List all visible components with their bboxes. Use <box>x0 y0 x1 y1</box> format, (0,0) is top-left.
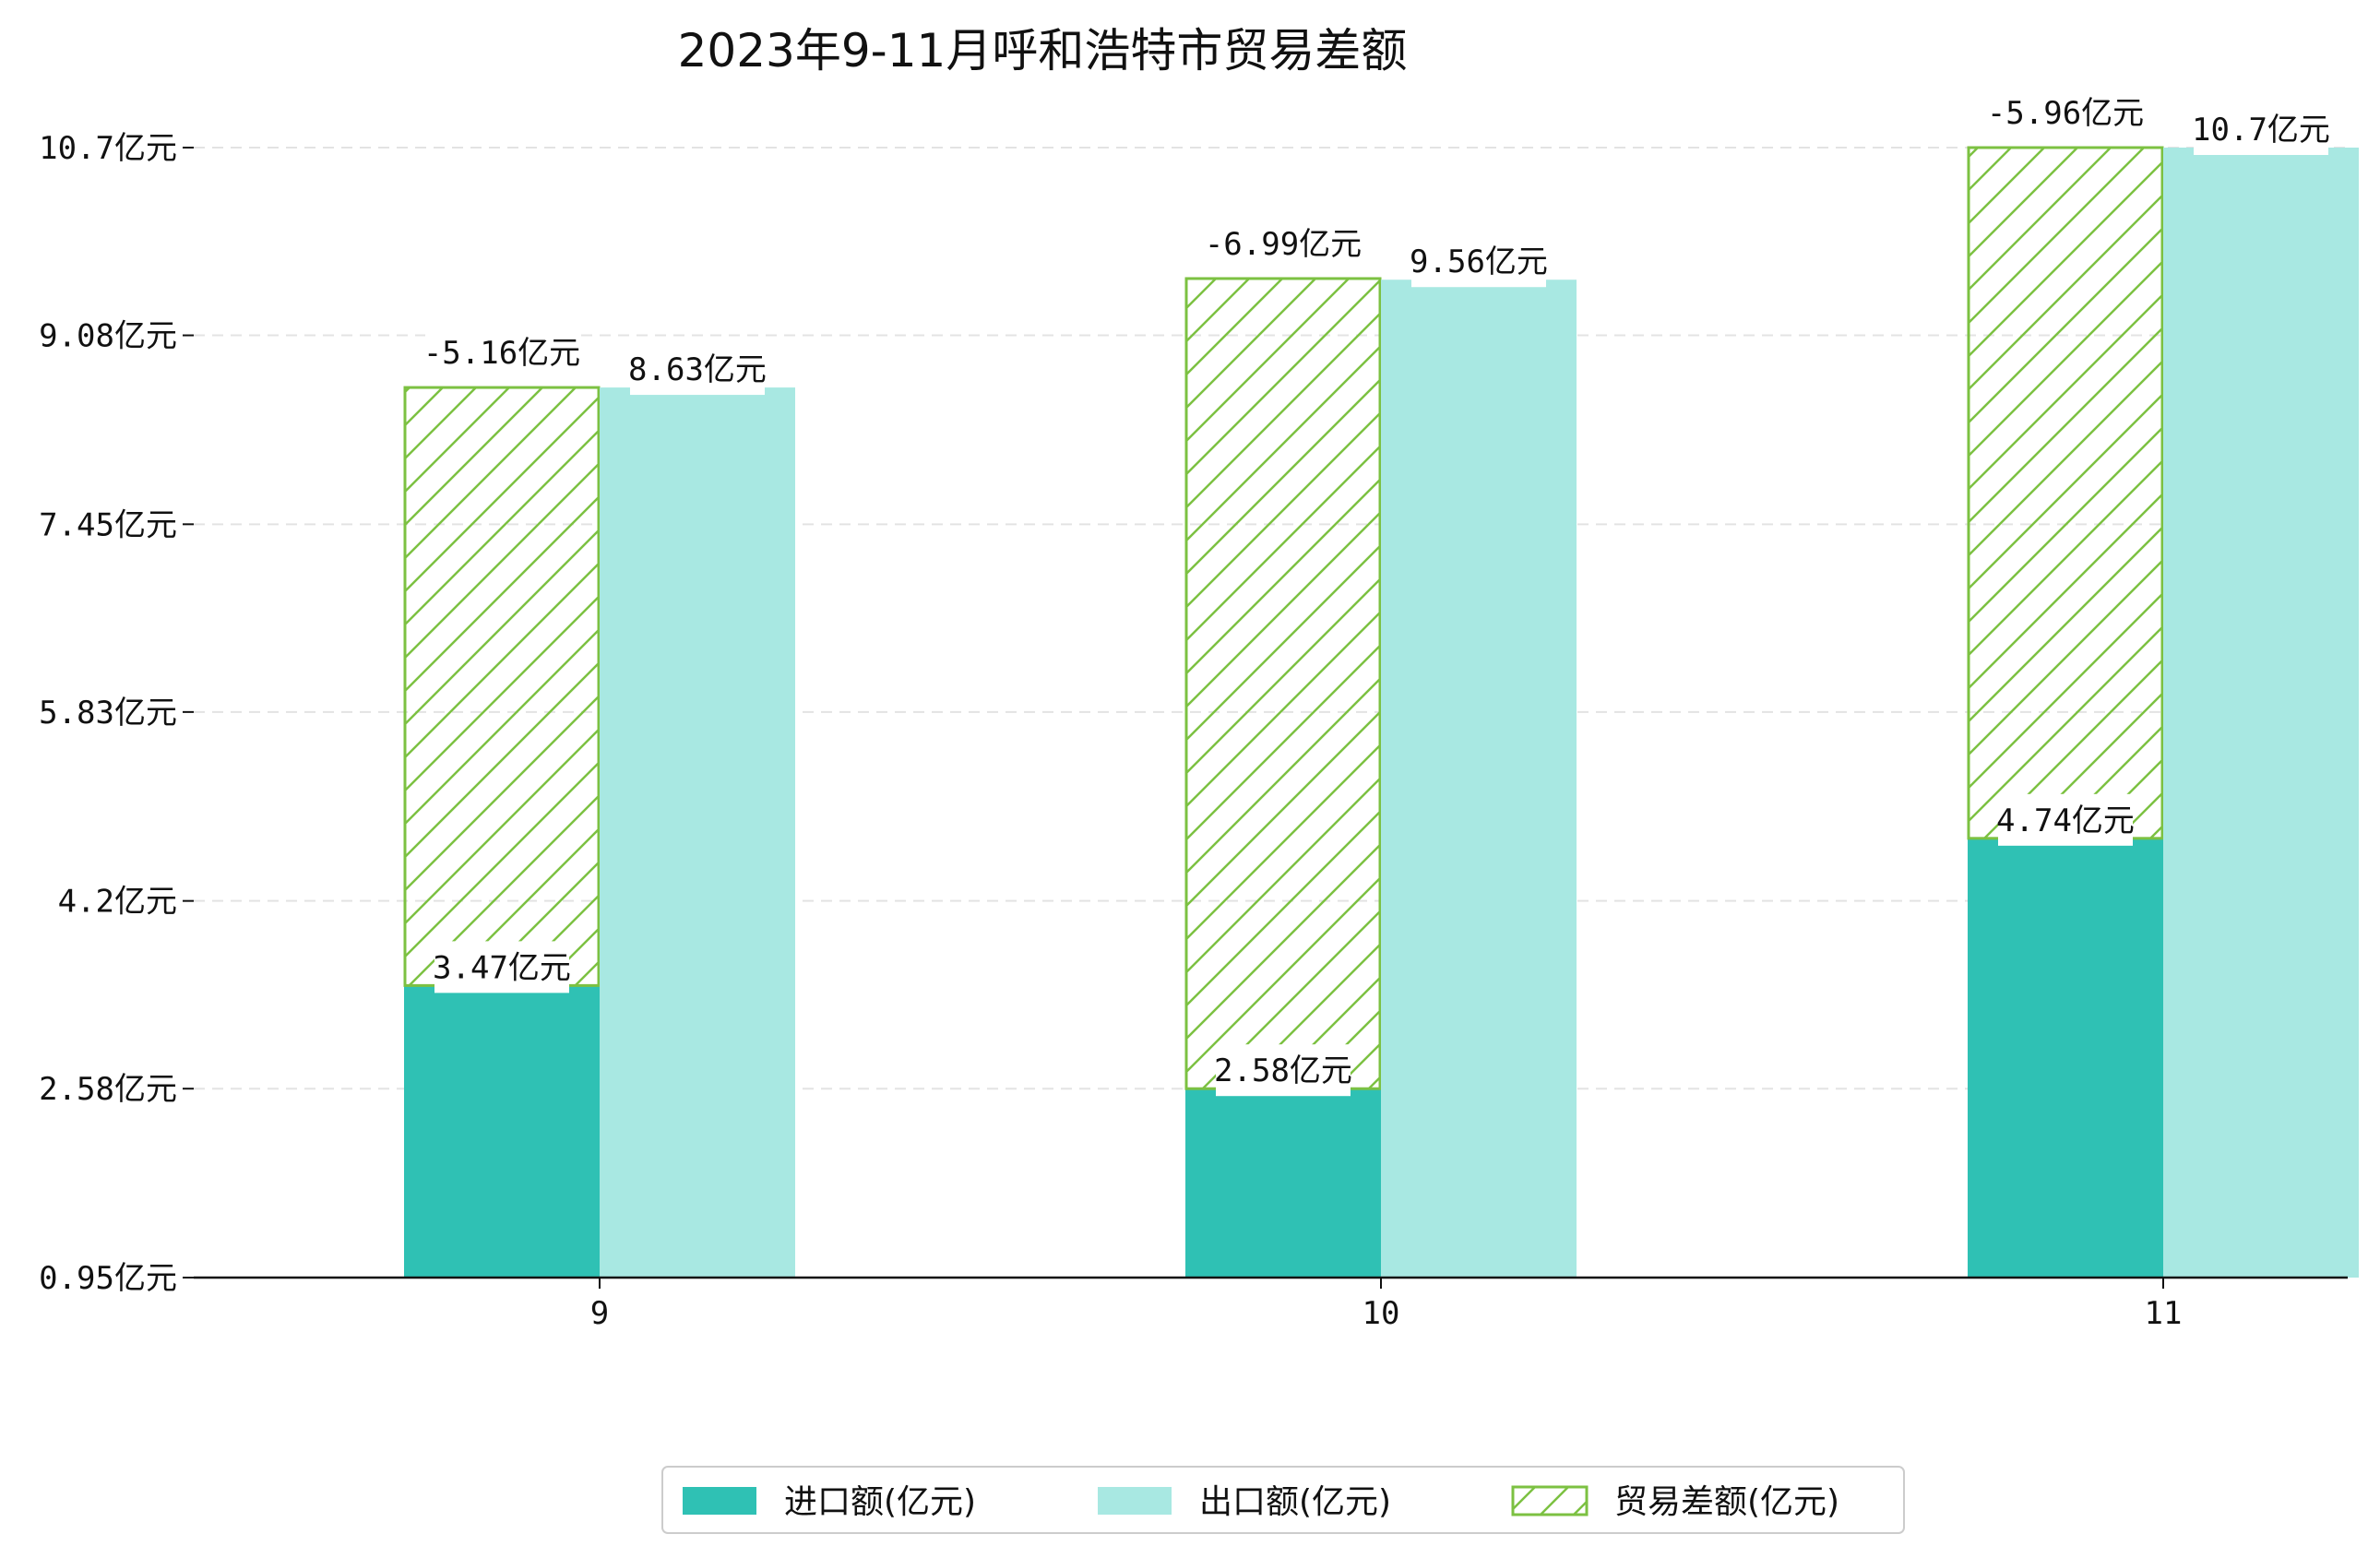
label-export-bg <box>2194 103 2328 155</box>
bars <box>403 146 2359 1279</box>
legend: 进口额(亿元) 出口额(亿元) 贸易差额(亿元) <box>661 1466 1905 1534</box>
label-export-bg <box>1411 235 1546 288</box>
bar-export <box>1381 279 1577 1279</box>
bar-export <box>600 387 795 1279</box>
y-tick-label: 10.7亿元 <box>39 130 177 167</box>
legend-box <box>661 1466 1905 1534</box>
legend-label-1: 出口额(亿元) <box>1199 1483 1391 1521</box>
legend-swatch-2 <box>1511 1485 1589 1516</box>
label-export: 9.56亿元 <box>1410 244 1548 280</box>
y-tick-label: 4.2亿元 <box>58 884 177 921</box>
label-trade-balance-bg <box>1989 87 2142 138</box>
y-tick-label: 7.45亿元 <box>39 506 177 543</box>
label-import-bg <box>1216 1044 1351 1097</box>
legend-label-0: 进口额(亿元) <box>784 1483 976 1521</box>
bar-trade-balance <box>1184 277 1382 1090</box>
legend-label-2: 贸易差额(亿元) <box>1614 1483 1839 1521</box>
label-trade-balance-bg <box>425 327 578 379</box>
bar-trade-balance <box>1967 146 2164 840</box>
label-import: 3.47亿元 <box>433 949 571 986</box>
bar-import <box>404 985 600 1278</box>
bar-import <box>1968 838 2163 1278</box>
y-tick-label: 5.83亿元 <box>39 695 177 731</box>
chart-title: 2023年9-11月呼和浩特市贸易差额 <box>678 24 1408 77</box>
y-tick-label: 9.08亿元 <box>39 318 177 355</box>
legend-swatch-0 <box>683 1487 756 1515</box>
legend-swatch-1 <box>1098 1487 1172 1515</box>
label-export: 8.63亿元 <box>628 351 767 388</box>
label-export: 10.7亿元 <box>2192 112 2330 149</box>
label-import: 2.58亿元 <box>1214 1053 1352 1089</box>
label-import-bg <box>1998 793 2133 846</box>
label-export-bg <box>630 343 765 396</box>
label-import: 4.74亿元 <box>1996 803 2135 839</box>
label-trade-balance: -6.99亿元 <box>1205 226 1362 263</box>
bar-trade-balance <box>403 386 601 987</box>
bar-export <box>2163 148 2359 1278</box>
x-tick-label: 11 <box>2145 1295 2183 1332</box>
axes: 0.95亿元 2.58亿元 4.2亿元 5.83亿元 7.45亿元 9.08亿元 10.7亿… <box>39 130 2348 1332</box>
label-import-bg <box>434 941 569 993</box>
label-trade-balance: -5.16亿元 <box>423 335 580 372</box>
bar-import <box>1185 1088 1381 1278</box>
x-tick-label: 9 <box>590 1295 609 1332</box>
label-trade-balance: -5.96亿元 <box>1987 95 2144 132</box>
label-trade-balance-bg <box>1207 217 1360 269</box>
x-tick-label: 10 <box>1363 1295 1400 1332</box>
data-labels: 3.47亿元 -5.16亿元 8.63亿元 2.58亿元 -6.99亿元 9.56亿元 4.… <box>423 87 2330 1097</box>
y-tick-label: 0.95亿元 <box>39 1260 177 1297</box>
y-tick-label: 2.58亿元 <box>39 1071 177 1108</box>
